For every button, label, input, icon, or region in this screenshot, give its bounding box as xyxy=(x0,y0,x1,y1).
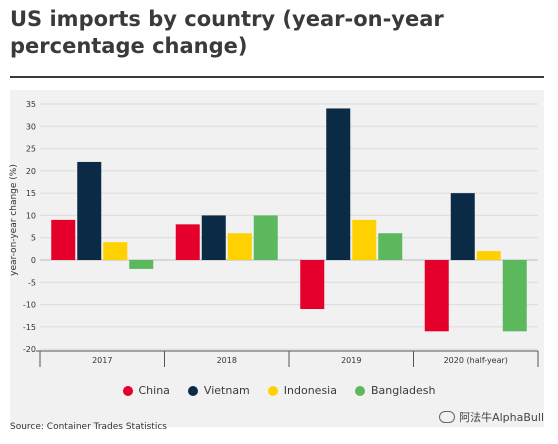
bar-bangladesh-3 xyxy=(502,260,527,332)
y-tick-label: 20 xyxy=(26,167,36,176)
bar-vietnam-1 xyxy=(201,215,226,260)
bar-indonesia-3 xyxy=(476,251,501,260)
y-tick-label: 15 xyxy=(26,189,36,198)
y-tick-label: 5 xyxy=(31,234,36,243)
bar-china-1 xyxy=(175,224,200,260)
legend-label: Vietnam xyxy=(203,384,250,397)
legend-item-indonesia: Indonesia xyxy=(267,384,337,397)
legend-item-china: China xyxy=(122,384,170,397)
legend-item-vietnam: Vietnam xyxy=(187,384,250,397)
legend-swatch xyxy=(267,385,278,396)
bars xyxy=(51,108,527,332)
legend-label: Indonesia xyxy=(283,384,337,397)
y-tick-label: -5 xyxy=(28,278,36,287)
x-tick-label: 2019 xyxy=(341,356,361,365)
x-axis: 2017 2018 2019 2020 (half-year) xyxy=(36,350,539,367)
y-tick-labels: 35 30 25 20 15 10 5 0 -5 -10 -15 -20 xyxy=(23,100,36,354)
title-divider xyxy=(10,76,544,78)
y-tick-label: -10 xyxy=(23,301,36,310)
legend-label: Bangladesh xyxy=(370,384,436,397)
y-tick-label: -20 xyxy=(23,345,36,354)
x-tick-label: 2017 xyxy=(92,356,112,365)
legend: China Vietnam Indonesia Bangladesh xyxy=(0,384,558,397)
legend-swatch xyxy=(354,385,365,396)
y-tick-label: 0 xyxy=(31,256,36,265)
bar-bangladesh-1 xyxy=(253,215,278,260)
y-tick-label: 10 xyxy=(26,211,36,220)
bar-bangladesh-0 xyxy=(129,260,154,269)
y-tick-label: -15 xyxy=(23,323,36,332)
legend-item-bangladesh: Bangladesh xyxy=(354,384,436,397)
watermark-text: 阿法牛AlphaBull xyxy=(459,411,544,424)
bar-vietnam-2 xyxy=(326,108,351,260)
bar-china-0 xyxy=(51,219,76,260)
bar-china-3 xyxy=(424,260,449,332)
bar-indonesia-1 xyxy=(227,233,252,260)
x-tick-label: 2020 (half-year) xyxy=(444,356,508,365)
bar-indonesia-0 xyxy=(103,242,128,260)
y-tick-label: 30 xyxy=(26,122,36,131)
wechat-icon xyxy=(439,411,456,423)
y-tick-label: 35 xyxy=(26,100,36,109)
bar-bangladesh-2 xyxy=(378,233,403,260)
source-note: Source: Container Trades Statistics xyxy=(10,422,167,432)
legend-swatch xyxy=(122,385,133,396)
legend-label: China xyxy=(138,384,170,397)
bar-vietnam-0 xyxy=(77,161,102,260)
y-tick-label: 25 xyxy=(26,145,36,154)
bar-vietnam-3 xyxy=(450,193,475,260)
watermark: 阿法牛AlphaBull xyxy=(439,409,544,425)
bar-china-2 xyxy=(300,260,325,310)
x-tick-label: 2018 xyxy=(217,356,237,365)
bar-indonesia-2 xyxy=(352,219,377,260)
chart-title: US imports by country (year-on-year perc… xyxy=(10,7,444,58)
legend-swatch xyxy=(187,385,198,396)
y-axis-label: year-on-year change (%) xyxy=(9,164,19,276)
